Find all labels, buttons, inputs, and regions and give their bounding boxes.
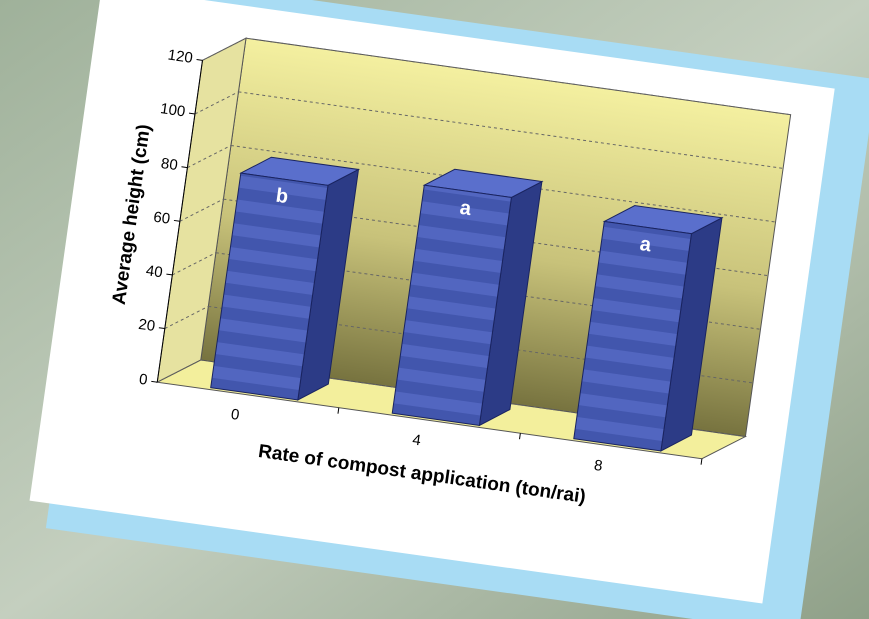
- y-tick: [173, 219, 180, 222]
- bar: [391, 184, 512, 427]
- grid-line-side: [187, 145, 232, 169]
- y-tick: [166, 273, 173, 276]
- x-tick: [337, 407, 340, 414]
- y-tick-label: 0: [138, 371, 149, 389]
- bar-annotation: a: [458, 197, 473, 220]
- grid-line-side: [194, 91, 239, 115]
- y-tick-label: 40: [145, 262, 164, 281]
- grid-line-side: [202, 37, 247, 61]
- grid-line: [230, 144, 776, 223]
- y-axis: [156, 60, 203, 383]
- bar: [210, 172, 329, 401]
- y-tick-label: 100: [159, 100, 186, 120]
- bar-annotation: a: [638, 233, 653, 256]
- x-tick: [700, 458, 703, 465]
- x-tick: [519, 433, 521, 440]
- grid-line-side: [172, 252, 217, 276]
- grid-line: [245, 37, 791, 116]
- y-tick-label: 60: [152, 209, 171, 228]
- y-tick-label: 120: [167, 47, 194, 67]
- x-tick-label: 0: [230, 406, 241, 424]
- x-tick-label: 4: [411, 431, 422, 449]
- x-tick-label: 8: [593, 457, 604, 475]
- y-tick: [188, 112, 196, 115]
- grid-line-side: [164, 305, 209, 329]
- y-tick-label: 80: [160, 155, 179, 174]
- bar-annotation: b: [274, 185, 289, 208]
- y-tick: [181, 166, 188, 169]
- grid-line: [238, 91, 784, 169]
- y-tick: [196, 59, 203, 61]
- grid-line-side: [157, 359, 201, 383]
- y-tick: [158, 327, 165, 330]
- y-tick-label: 20: [137, 316, 156, 335]
- bar: [573, 220, 693, 452]
- grid-line-side: [179, 198, 224, 222]
- y-tick: [151, 380, 158, 383]
